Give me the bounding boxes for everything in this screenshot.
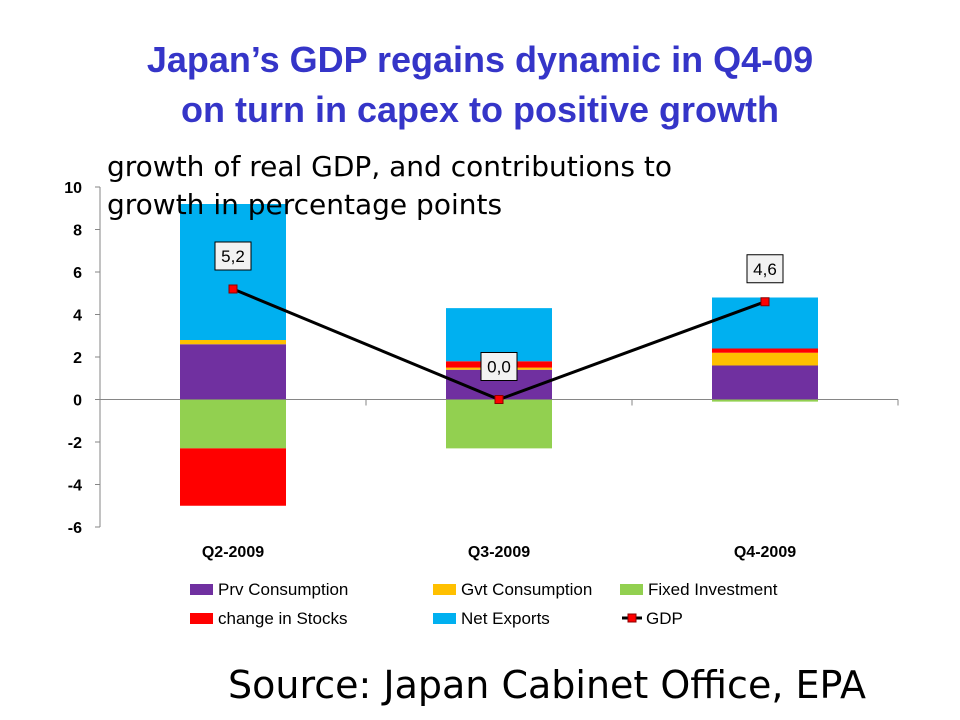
y-tick-label: 6: [73, 265, 82, 282]
chart-subtitle: growth of real GDP, and contributions to…: [107, 148, 807, 224]
y-tick-label: 8: [73, 223, 82, 240]
legend-swatch: [620, 584, 643, 595]
y-tick-label: 2: [73, 350, 82, 367]
subtitle-line-2: growth in percentage points: [107, 188, 503, 221]
gdp-data-label-box: [480, 352, 518, 381]
source-note: Source: Japan Cabinet Office, EPA: [228, 663, 866, 707]
gdp-data-label-box: [746, 254, 784, 284]
bar-segment-net-exports: [180, 204, 286, 340]
bar-segment-fixed-investment: [180, 399, 286, 449]
y-tick-label: 4: [73, 308, 82, 325]
bar-segment-change-in-stocks: [712, 348, 818, 353]
legend-label: change in Stocks: [218, 609, 347, 628]
legend-marker-gdp: [627, 613, 637, 623]
chart-title-line-2: on turn in capex to positive growth: [180, 89, 780, 130]
bar-segment-prv-consumption: [712, 365, 818, 400]
legend-label: Prv Consumption: [218, 580, 348, 599]
x-tick-label: Q3-2009: [468, 544, 530, 561]
gdp-data-label: 0,0: [487, 358, 511, 377]
legend-label: Fixed Investment: [648, 580, 778, 599]
bar-segment-fixed-investment: [446, 399, 552, 449]
legend-swatch: [190, 584, 213, 595]
x-tick-label: Q2-2009: [202, 544, 264, 561]
bar-segment-gvt-consumption: [712, 352, 818, 366]
bar-segment-change-in-stocks: [180, 448, 286, 506]
gdp-marker: [228, 284, 238, 294]
legend-label: GDP: [646, 609, 683, 628]
chart-title-line-1: Japan’s GDP regains dynamic in Q4-09: [146, 39, 814, 80]
legend-swatch: [190, 613, 213, 624]
y-tick-label: -6: [68, 520, 82, 537]
bar-segment-gvt-consumption: [180, 340, 286, 345]
bar-segment-fixed-investment: [712, 399, 818, 402]
x-tick-label: Q4-2009: [734, 544, 796, 561]
gdp-data-label-box: [214, 241, 252, 271]
y-tick-label: -4: [68, 478, 82, 495]
legend-swatch: [433, 613, 456, 624]
legend-label: Net Exports: [461, 609, 550, 628]
gdp-data-label: 4,6: [753, 260, 777, 279]
subtitle-line-1: growth of real GDP, and contributions to: [107, 150, 672, 183]
legend-swatch: [433, 584, 456, 595]
y-tick-label: -2: [68, 435, 82, 452]
y-tick-label: 0: [73, 393, 82, 410]
gdp-data-label: 5,2: [221, 247, 245, 266]
gdp-marker: [760, 297, 770, 307]
bar-segment-prv-consumption: [180, 344, 286, 400]
gdp-marker: [494, 395, 504, 404]
y-tick-label: 10: [64, 180, 82, 197]
legend-label: Gvt Consumption: [461, 580, 592, 599]
